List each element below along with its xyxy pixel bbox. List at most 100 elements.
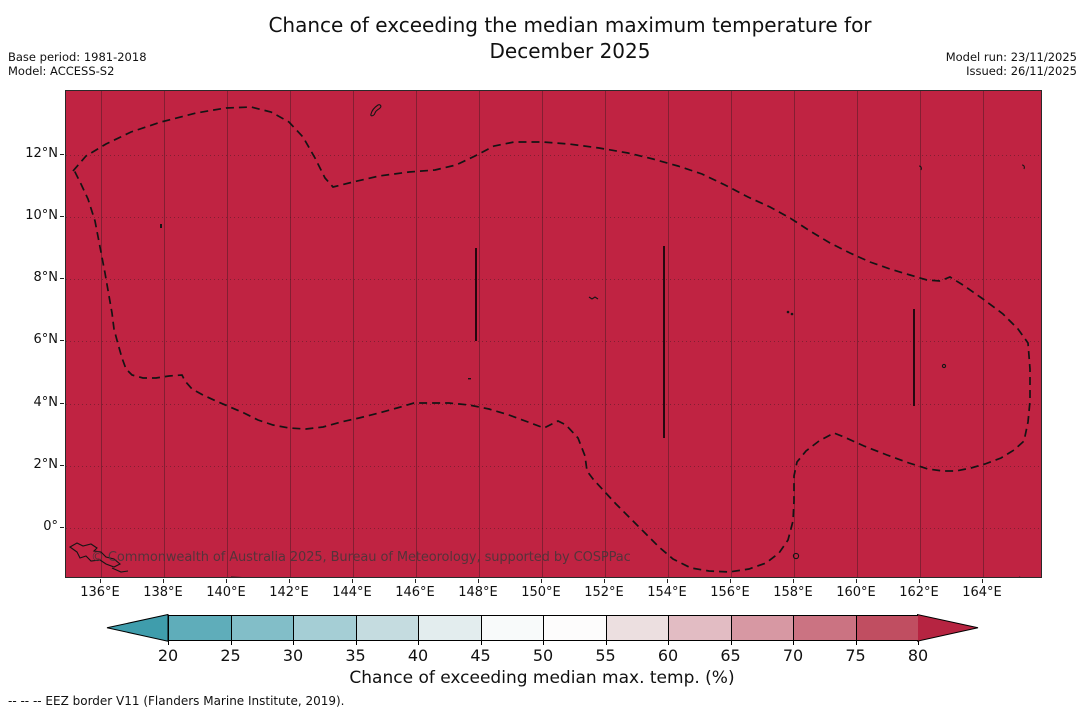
x-axis-tick-label: 158°E <box>773 585 813 600</box>
colorbar-segment <box>355 615 418 641</box>
colorbar-tick-label: 70 <box>782 646 804 665</box>
base-period-text: Base period: 1981-2018 <box>8 50 147 64</box>
y-axis-tick-label: 10°N <box>25 208 58 223</box>
x-axis-tick-label: 148°E <box>458 585 498 600</box>
colorbar-segment <box>480 615 543 641</box>
colorbar-tick-label: 80 <box>907 646 929 665</box>
colorbar-segment <box>793 615 856 641</box>
colorbar-segment <box>730 615 793 641</box>
colorbar-tick-label: 60 <box>657 646 679 665</box>
colorbar-tick-label: 30 <box>282 646 304 665</box>
y-axis-tick-label: 12°N <box>25 146 58 161</box>
x-axis-tick-mark <box>163 579 164 583</box>
colorbar-tick-label: 40 <box>407 646 429 665</box>
colorbar-tick-mark <box>605 641 607 645</box>
colorbar-segment <box>418 615 481 641</box>
y-axis-tick-mark <box>60 278 64 279</box>
model-run-text: Model run: 23/11/2025 <box>945 50 1077 64</box>
x-axis-tick-mark <box>919 579 920 583</box>
gridlines <box>66 91 1041 577</box>
x-axis-tick-label: 160°E <box>836 585 876 600</box>
y-axis-tick-mark <box>60 465 64 466</box>
x-axis-tick-mark <box>226 579 227 583</box>
colorbar-tick-mark <box>168 641 169 645</box>
colorbar-tick-label: 20 <box>157 646 179 665</box>
x-axis-tick-label: 136°E <box>80 585 120 600</box>
data-artifact-lines <box>475 246 915 438</box>
x-axis-tick-label: 156°E <box>710 585 750 600</box>
x-axis-tick-mark <box>730 579 731 583</box>
x-axis-tick-mark <box>352 579 353 583</box>
colorbar-segment <box>855 615 918 641</box>
x-axis-tick-label: 144°E <box>332 585 372 600</box>
colorbar-tick-label: 35 <box>345 646 366 665</box>
chart-title-line2: December 2025 <box>489 39 651 63</box>
x-axis-tick-label: 154°E <box>647 585 687 600</box>
colorbar-tick-mark <box>543 641 544 645</box>
colorbar-tick-label: 25 <box>220 646 241 665</box>
colorbar-tick-mark <box>793 641 794 645</box>
coastlines <box>68 104 1025 577</box>
colorbar-tick-label: 65 <box>720 646 741 665</box>
x-axis-tick-mark <box>100 579 101 583</box>
y-axis-tick-label: 2°N <box>33 457 59 472</box>
y-axis-tick-label: 4°N <box>33 395 59 410</box>
colorbar-tick-mark <box>293 641 294 645</box>
colorbar-under-arrow <box>106 614 169 642</box>
model-metadata-right: Model run: 23/11/2025 Issued: 26/11/2025 <box>946 50 1077 78</box>
colorbar-tick-label: 50 <box>532 646 554 665</box>
colorbar-segment <box>230 615 293 641</box>
colorbar-tick-mark <box>668 641 669 645</box>
y-axis-tick-label: 6°N <box>33 332 59 347</box>
copyright-watermark: © Commonwealth of Australia 2025, Bureau… <box>91 550 631 565</box>
colorbar-segment <box>293 615 356 641</box>
x-axis-tick-label: 146°E <box>395 585 435 600</box>
y-axis-tick-mark <box>60 403 64 404</box>
colorbar-segment <box>668 615 731 641</box>
x-axis-tick-label: 152°E <box>584 585 624 600</box>
colorbar-over-arrow <box>917 614 979 642</box>
colorbar-tick-mark <box>730 641 732 645</box>
model-name-text: Model: ACCESS-S2 <box>8 64 115 78</box>
x-axis-tick-label: 164°E <box>962 585 1002 600</box>
y-axis-tick-mark <box>60 216 64 217</box>
island-outline <box>370 104 382 117</box>
x-axis-tick-mark <box>478 579 479 583</box>
colorbar-tick-mark <box>355 641 357 645</box>
colorbar-tick-mark <box>918 641 919 645</box>
colorbar-segment <box>605 615 668 641</box>
map-canvas <box>66 91 1041 577</box>
x-axis-tick-label: 140°E <box>206 585 246 600</box>
colorbar-segment <box>543 615 606 641</box>
colorbar-tick-mark <box>480 641 482 645</box>
x-axis-tick-mark <box>793 579 794 583</box>
map-area: © Commonwealth of Australia 2025, Bureau… <box>65 90 1042 578</box>
island-chain-outline <box>68 542 121 568</box>
eez-footnote: -- -- -- EEZ border V11 (Flanders Marine… <box>8 694 345 708</box>
eez-border-path <box>71 106 1031 573</box>
colorbar-tick-label: 75 <box>845 646 866 665</box>
x-axis-tick-mark <box>982 579 983 583</box>
island-specks <box>160 224 794 380</box>
issued-text: Issued: 26/11/2025 <box>966 64 1077 78</box>
colorbar-tick-mark <box>418 641 419 645</box>
x-axis-tick-label: 150°E <box>521 585 561 600</box>
x-axis-tick-mark <box>289 579 290 583</box>
colorbar-tick-label: 55 <box>595 646 616 665</box>
y-axis-tick-mark <box>60 154 64 155</box>
colorbar-tick-mark <box>230 641 232 645</box>
colorbar-segment <box>168 615 231 641</box>
x-axis-tick-mark <box>856 579 857 583</box>
y-axis-tick-label: 8°N <box>33 270 59 285</box>
x-axis-tick-mark <box>604 579 605 583</box>
x-axis-tick-mark <box>415 579 416 583</box>
x-axis-tick-label: 138°E <box>143 585 183 600</box>
colorbar-tick-label: 45 <box>470 646 491 665</box>
colorbar-label: Chance of exceeding median max. temp. (%… <box>349 668 735 688</box>
y-axis-tick-mark <box>60 340 64 341</box>
x-axis-tick-label: 142°E <box>269 585 309 600</box>
x-axis-tick-mark <box>667 579 668 583</box>
colorbar-tick-mark <box>855 641 857 645</box>
x-axis-tick-mark <box>541 579 542 583</box>
